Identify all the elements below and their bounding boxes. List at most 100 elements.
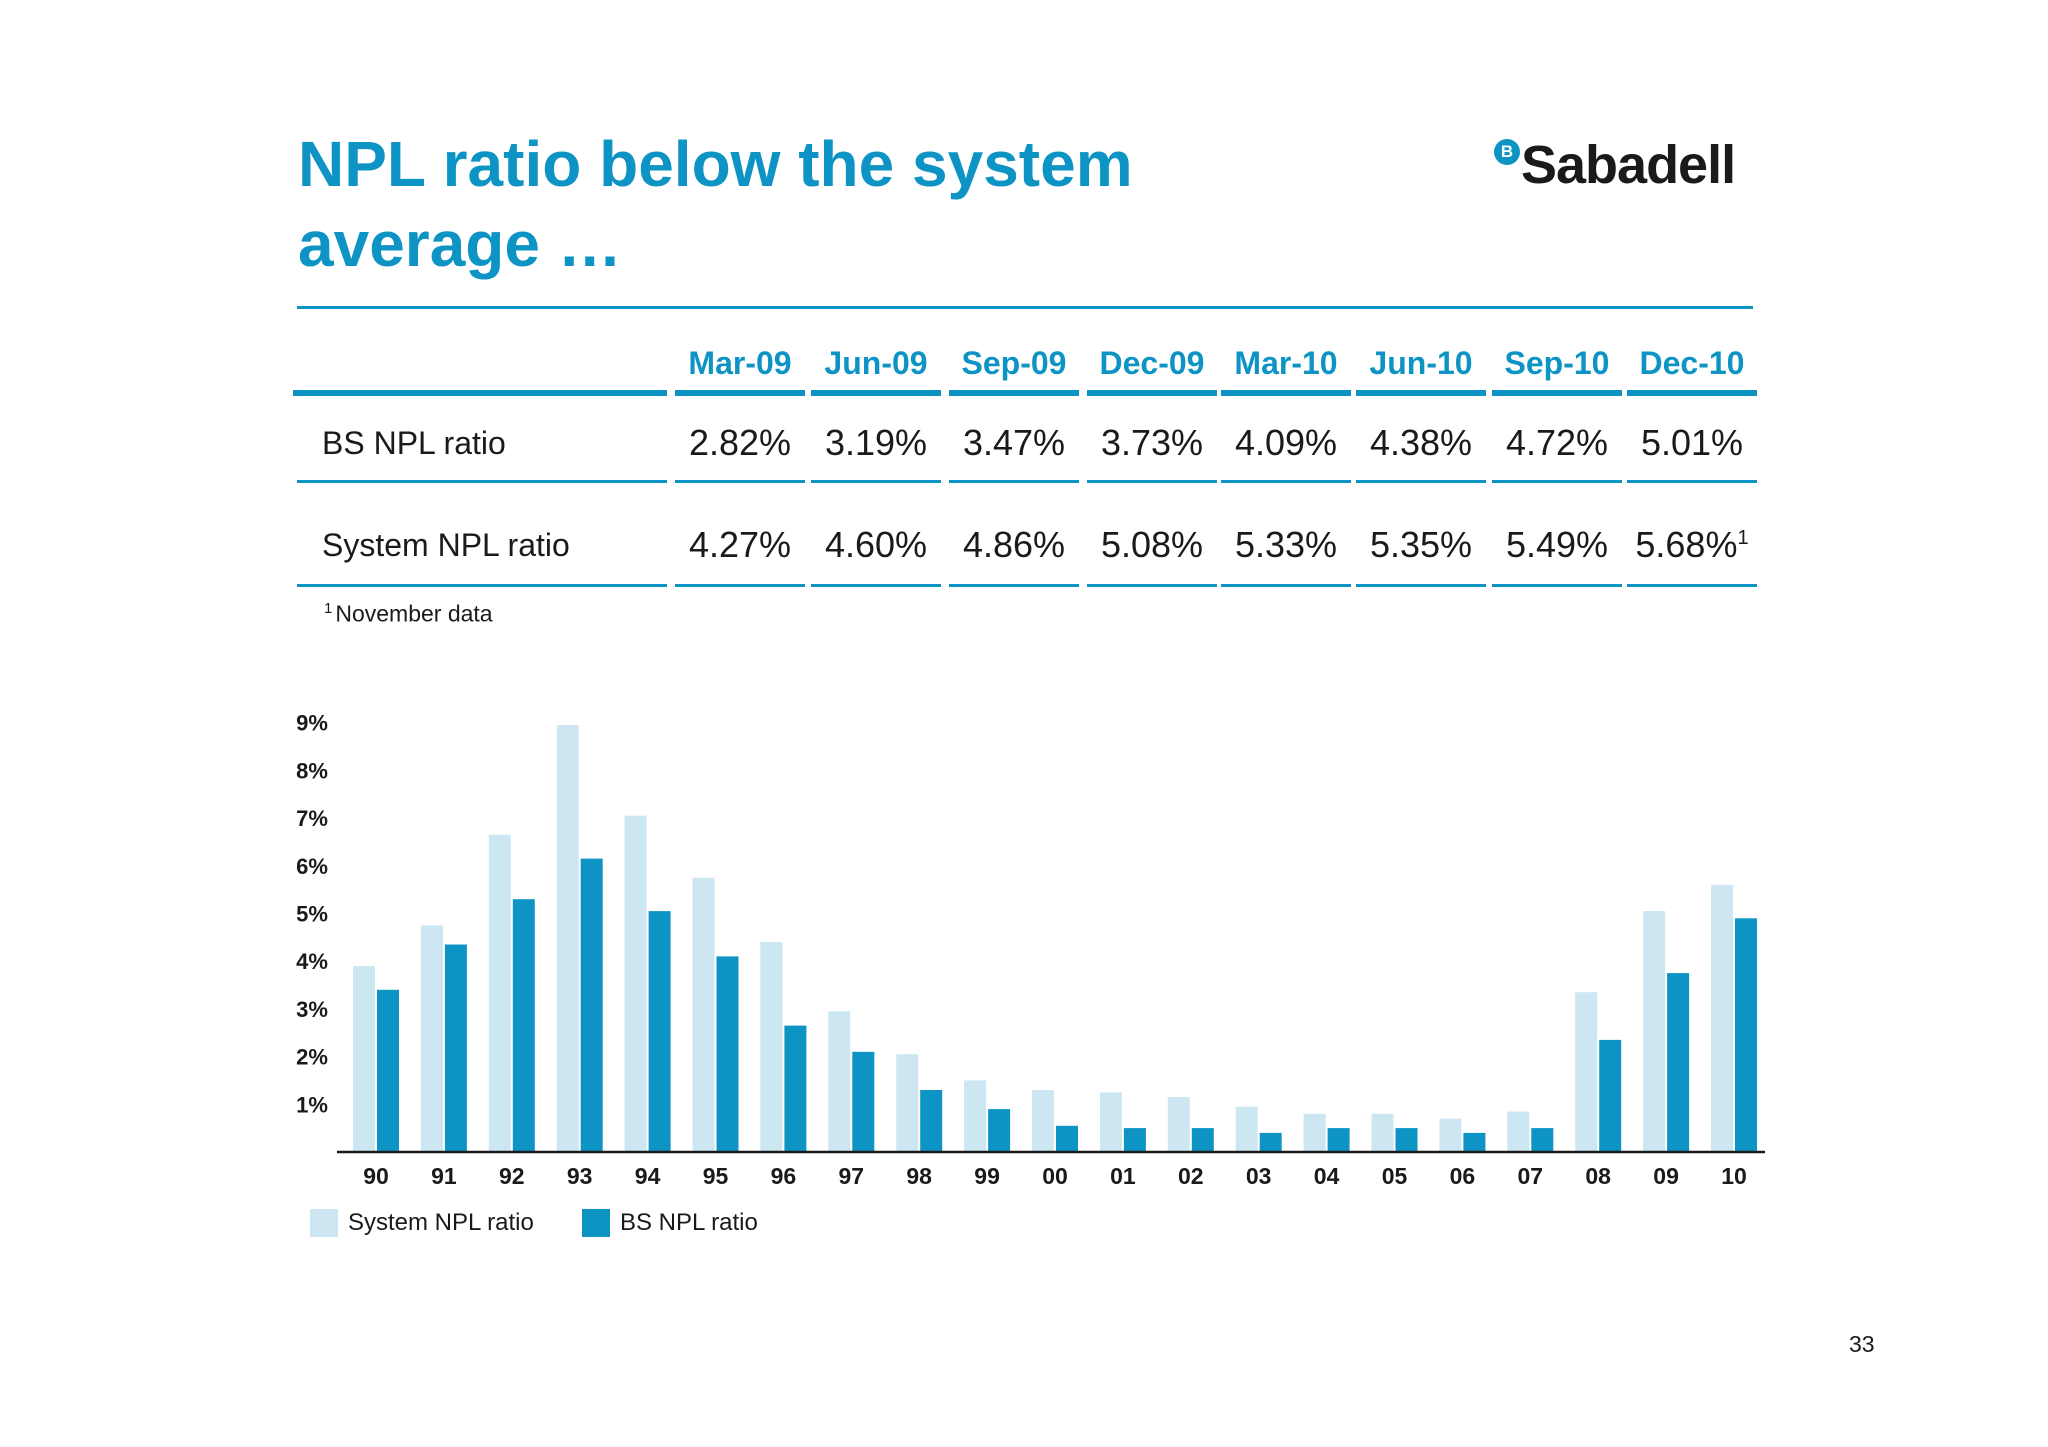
- cell-value: 3.73%: [1100, 422, 1204, 463]
- y-tick-label: 8%: [296, 758, 328, 783]
- column-header: Sep-10: [1504, 345, 1610, 381]
- row-rule: [675, 584, 805, 587]
- bar-system-npl: [624, 815, 647, 1152]
- table-cell: 5.33%: [1221, 520, 1351, 570]
- page-number: 33: [1849, 1331, 1875, 1357]
- y-tick-label: 1%: [296, 1092, 328, 1117]
- y-tick-label: 5%: [296, 902, 328, 927]
- table-cell: 5.01%: [1627, 418, 1757, 468]
- bar-system-npl: [1032, 1090, 1054, 1152]
- column-header: Jun-09: [824, 345, 928, 381]
- header-rule: [675, 390, 805, 396]
- bar-system-npl: [964, 1080, 987, 1152]
- bar-system-npl: [353, 966, 375, 1152]
- footnote-text: November data: [335, 600, 493, 627]
- column-header: Jun-10: [1369, 345, 1473, 381]
- logo-badge-icon: B: [1494, 139, 1520, 165]
- x-tick-label: 04: [1314, 1163, 1340, 1189]
- x-tick-label: 95: [703, 1163, 729, 1189]
- bar-bs-npl: [852, 1051, 875, 1152]
- table-cell: 4.09%: [1221, 418, 1351, 468]
- table-cell: 4.86%: [949, 520, 1079, 570]
- cell-value: 3.19%: [824, 422, 928, 463]
- x-tick-label: 97: [839, 1163, 865, 1189]
- bar-system-npl: [556, 725, 579, 1152]
- bar-bs-npl: [920, 1090, 943, 1152]
- row-rule: [811, 584, 941, 587]
- row-rule: [1221, 480, 1351, 483]
- legend-system-swatch: [310, 1209, 338, 1237]
- legend-bs: BS NPL ratio: [582, 1208, 758, 1238]
- table-cell: 3.73%: [1087, 418, 1217, 468]
- table-cell: 5.68%1: [1627, 520, 1757, 570]
- legend-bs-swatch: [582, 1209, 610, 1237]
- header-rule: [949, 390, 1079, 396]
- bar-system-npl: [896, 1054, 919, 1152]
- header-rule: [1492, 390, 1622, 396]
- cell-value: 5.49%: [1505, 524, 1609, 565]
- table-cell: 4.27%: [675, 520, 805, 570]
- row-rule: [1492, 480, 1622, 483]
- bar-system-npl: [1711, 884, 1733, 1152]
- header-rule: [1221, 390, 1351, 396]
- bar-system-npl: [1099, 1092, 1122, 1152]
- row-rule: [1356, 480, 1486, 483]
- y-tick-label: 2%: [296, 1045, 328, 1070]
- bar-bs-npl: [1123, 1128, 1146, 1152]
- x-tick-label: 99: [974, 1163, 1000, 1189]
- x-tick-label: 94: [635, 1163, 661, 1189]
- y-tick-label: 6%: [296, 854, 328, 879]
- bar-system-npl: [1371, 1113, 1394, 1152]
- table-cell: 4.72%: [1492, 418, 1622, 468]
- bar-bs-npl: [1735, 918, 1757, 1152]
- cell-value: 4.72%: [1505, 422, 1609, 463]
- page-title: NPL ratio below the system average …: [298, 124, 1198, 284]
- x-tick-label: 91: [431, 1163, 457, 1189]
- bar-bs-npl: [1599, 1039, 1622, 1152]
- column-header: Dec-10: [1639, 345, 1745, 381]
- bar-bs-npl: [1327, 1128, 1350, 1152]
- bar-system-npl: [1439, 1118, 1462, 1152]
- y-tick-label: 7%: [296, 806, 328, 831]
- title-line-2: average …: [298, 208, 622, 280]
- x-tick-label: 06: [1450, 1163, 1476, 1189]
- footnote-mark: 1: [324, 600, 333, 617]
- footnote: 1 November data: [324, 600, 493, 628]
- bar-bs-npl: [444, 944, 467, 1152]
- bar-system-npl: [420, 925, 443, 1152]
- bar-system-npl: [1167, 1097, 1190, 1152]
- bar-bs-npl: [1667, 973, 1690, 1152]
- cell-value: 4.27%: [688, 524, 792, 565]
- header-divider: [297, 306, 1753, 309]
- x-tick-label: 00: [1042, 1163, 1068, 1189]
- row-label: BS NPL ratio: [322, 425, 506, 461]
- bar-system-npl: [1643, 911, 1666, 1152]
- cell-value: 4.09%: [1234, 422, 1338, 463]
- row-rule: [675, 480, 805, 483]
- bar-bs-npl: [580, 858, 603, 1152]
- x-tick-label: 05: [1382, 1163, 1408, 1189]
- row-rule: [1627, 584, 1757, 587]
- header-rule: [1627, 390, 1757, 396]
- x-tick-label: 09: [1653, 1163, 1679, 1189]
- bar-system-npl: [1303, 1113, 1326, 1152]
- x-tick-label: 10: [1721, 1163, 1747, 1189]
- header-rule: [811, 390, 941, 396]
- row-rule-label: [297, 480, 667, 483]
- cell-value: 5.08%: [1100, 524, 1204, 565]
- sabadell-logo: B Sabadell: [1494, 134, 1736, 195]
- y-tick-label: 3%: [296, 997, 328, 1022]
- bar-bs-npl: [512, 899, 535, 1152]
- bar-system-npl: [1507, 1111, 1530, 1152]
- legend-bs-label: BS NPL ratio: [620, 1209, 758, 1236]
- column-header: Sep-09: [961, 345, 1067, 381]
- row-rule: [1087, 584, 1217, 587]
- cell-value: 4.86%: [962, 524, 1066, 565]
- bar-system-npl: [1235, 1106, 1258, 1152]
- cell-value: 5.33%: [1234, 524, 1338, 565]
- bar-bs-npl: [784, 1025, 807, 1152]
- cell-value: 5.01%: [1640, 422, 1744, 463]
- row-rule: [1492, 584, 1622, 587]
- row-rule: [1087, 480, 1217, 483]
- bar-system-npl: [488, 834, 511, 1152]
